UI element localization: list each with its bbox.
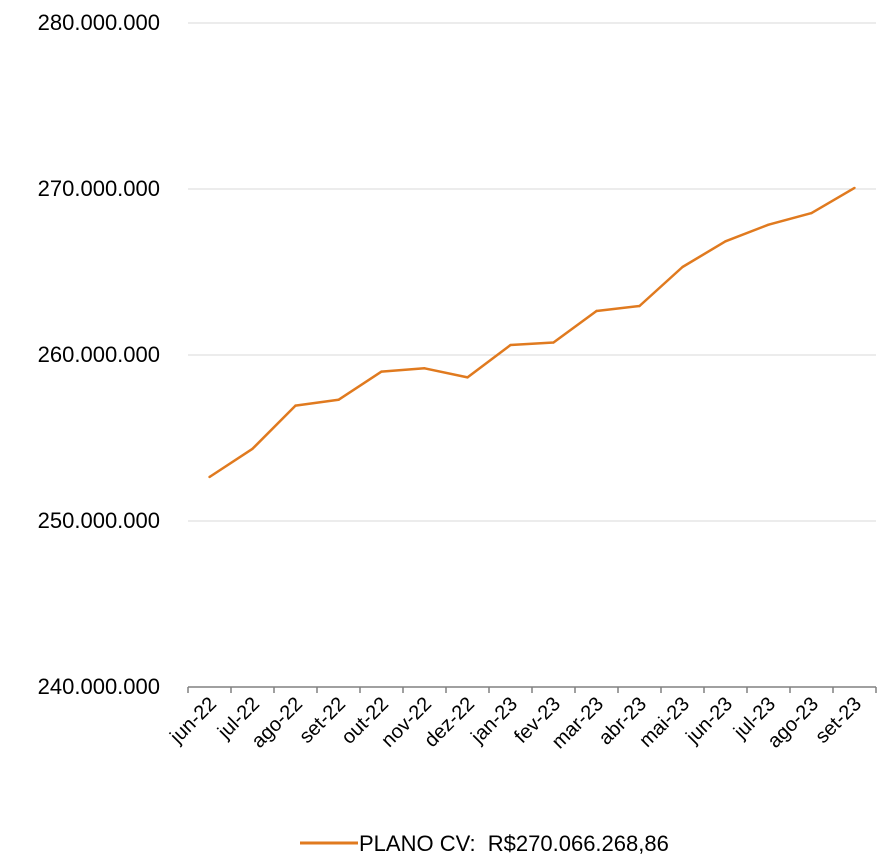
data-point xyxy=(595,309,598,313)
data-point xyxy=(509,343,512,347)
data-point xyxy=(251,447,254,450)
series-line xyxy=(208,186,856,479)
gridlines xyxy=(188,22,876,522)
data-point xyxy=(337,398,340,402)
data-point xyxy=(552,341,555,344)
data-point xyxy=(208,475,211,479)
y-tick-label: 270.000.000 xyxy=(38,176,160,201)
x-tick-label: set-23 xyxy=(811,693,866,748)
data-point xyxy=(767,223,770,226)
x-axis xyxy=(187,686,877,693)
y-tick-label: 260.000.000 xyxy=(38,342,160,367)
x-tick-label: jan-23 xyxy=(466,693,522,749)
data-point xyxy=(810,211,813,215)
y-axis-tick-labels: 240.000.000 250.000.000 260.000.000 270.000… xyxy=(38,10,160,699)
data-point xyxy=(724,240,727,243)
y-tick-label: 280.000.000 xyxy=(38,10,160,35)
data-point xyxy=(466,376,469,379)
y-tick-label: 250.000.000 xyxy=(38,508,160,533)
legend: PLANO CV: R$270.066.268,86 xyxy=(300,831,669,856)
data-point xyxy=(681,265,684,269)
data-point xyxy=(294,404,297,407)
x-axis-tick-labels: jun-22jul-22ago-22set-22out-22nov-22dez-… xyxy=(165,693,866,753)
data-point xyxy=(380,370,383,373)
x-tick-label: jun-22 xyxy=(165,693,221,749)
data-point xyxy=(853,186,856,190)
data-point xyxy=(638,304,641,308)
x-tick-label: set-22 xyxy=(295,693,350,748)
legend-label: PLANO CV: R$270.066.268,86 xyxy=(359,831,669,856)
x-tick-label: jun-23 xyxy=(681,693,737,749)
y-tick-label: 240.000.000 xyxy=(38,674,160,699)
series-layer xyxy=(208,186,856,479)
data-point xyxy=(423,367,426,370)
